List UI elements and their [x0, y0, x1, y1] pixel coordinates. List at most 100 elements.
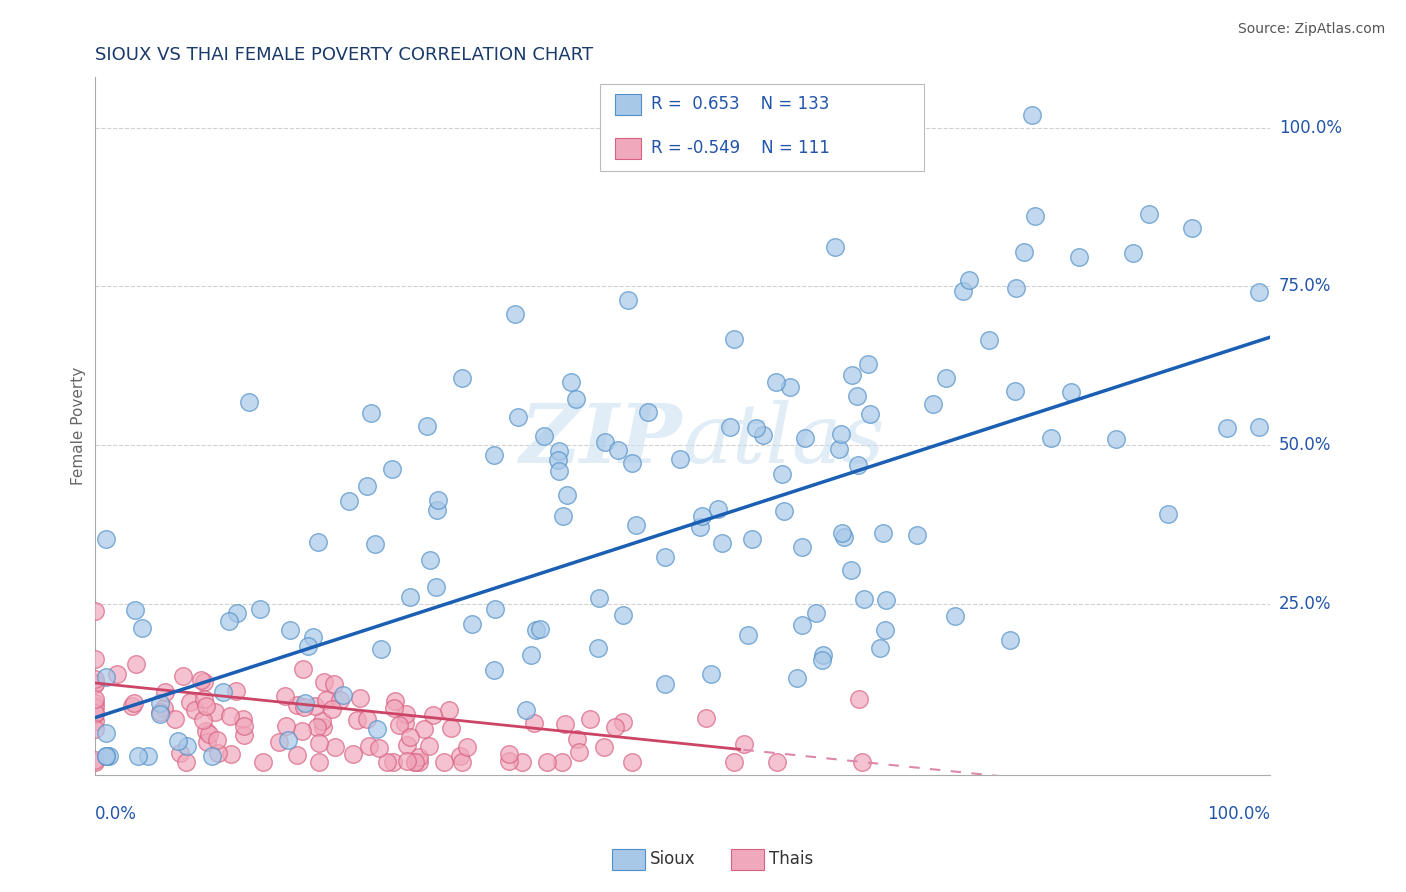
Point — [1122, 246, 1144, 260]
Text: 50.0%: 50.0% — [1279, 436, 1331, 454]
Point — [723, 332, 745, 346]
Point — [846, 458, 869, 472]
Point — [232, 728, 254, 742]
Text: 25.0%: 25.0% — [1279, 595, 1331, 613]
Point — [654, 549, 676, 564]
Point — [83, 723, 105, 737]
Text: Thais: Thais — [769, 850, 813, 868]
Point — [312, 720, 335, 734]
Point — [297, 639, 319, 653]
Point — [307, 720, 329, 734]
Point — [977, 333, 1000, 347]
Point — [419, 553, 441, 567]
Point — [364, 537, 387, 551]
Point — [690, 508, 713, 523]
Point — [408, 749, 430, 764]
Point — [723, 756, 745, 770]
Point — [425, 580, 447, 594]
Point — [408, 756, 430, 770]
Point — [349, 691, 371, 706]
Point — [381, 756, 404, 770]
Point — [711, 536, 734, 550]
Point — [560, 375, 582, 389]
Point — [603, 720, 626, 734]
Point — [125, 657, 148, 671]
Point — [1021, 108, 1043, 122]
Point — [718, 420, 741, 434]
Point — [404, 756, 426, 770]
Text: SIOUX VS THAI FEMALE POVERTY CORRELATION CHART: SIOUX VS THAI FEMALE POVERTY CORRELATION… — [94, 46, 593, 64]
Point — [859, 407, 882, 421]
Point — [323, 676, 346, 690]
Point — [875, 593, 897, 607]
Point — [252, 756, 274, 770]
Point — [96, 532, 118, 546]
Point — [399, 730, 422, 744]
Point — [294, 696, 316, 710]
Text: ZIP: ZIP — [520, 400, 682, 480]
Point — [695, 711, 717, 725]
Text: Source: ZipAtlas.com: Source: ZipAtlas.com — [1237, 22, 1385, 37]
Point — [606, 442, 628, 457]
Point — [232, 718, 254, 732]
Point — [304, 699, 326, 714]
Point — [360, 406, 382, 420]
Point — [484, 448, 506, 462]
Point — [307, 534, 329, 549]
Text: 100.0%: 100.0% — [1279, 119, 1341, 136]
Text: 75.0%: 75.0% — [1279, 277, 1331, 295]
Point — [1014, 245, 1036, 260]
Point — [375, 756, 398, 770]
Point — [96, 726, 118, 740]
Point — [332, 688, 354, 702]
Text: R = -0.549    N = 111: R = -0.549 N = 111 — [651, 139, 830, 157]
Point — [204, 705, 226, 719]
Point — [356, 478, 378, 492]
Point — [278, 623, 301, 637]
Point — [737, 628, 759, 642]
Point — [579, 712, 602, 726]
FancyBboxPatch shape — [600, 84, 924, 171]
Point — [357, 739, 380, 753]
Bar — [616, 137, 641, 159]
Point — [498, 754, 520, 768]
Point — [124, 603, 146, 617]
Point — [201, 748, 224, 763]
Point — [1069, 250, 1091, 264]
Point — [382, 701, 405, 715]
Point — [149, 705, 172, 719]
Point — [875, 624, 897, 638]
Point — [846, 389, 869, 403]
Point — [547, 452, 569, 467]
Point — [811, 648, 834, 662]
Point — [551, 756, 574, 770]
Point — [83, 706, 105, 720]
Point — [547, 464, 569, 478]
Point — [395, 706, 418, 721]
Point — [1105, 432, 1128, 446]
Point — [308, 756, 330, 770]
Point — [427, 493, 450, 508]
Point — [105, 666, 128, 681]
Point — [869, 640, 891, 655]
Point — [83, 714, 105, 728]
Point — [163, 712, 186, 726]
Point — [588, 591, 610, 605]
Point — [153, 700, 176, 714]
Point — [565, 731, 588, 746]
Point — [1024, 209, 1046, 223]
Point — [745, 421, 768, 435]
Point — [218, 614, 240, 628]
Point — [193, 675, 215, 690]
Point — [741, 533, 763, 547]
Point — [232, 712, 254, 726]
Point — [342, 747, 364, 761]
Point — [765, 376, 787, 390]
Point — [274, 719, 297, 733]
Point — [921, 397, 943, 411]
Point — [136, 748, 159, 763]
Point — [190, 673, 212, 687]
Point — [564, 392, 586, 407]
Point — [1215, 421, 1237, 435]
Point — [831, 525, 853, 540]
